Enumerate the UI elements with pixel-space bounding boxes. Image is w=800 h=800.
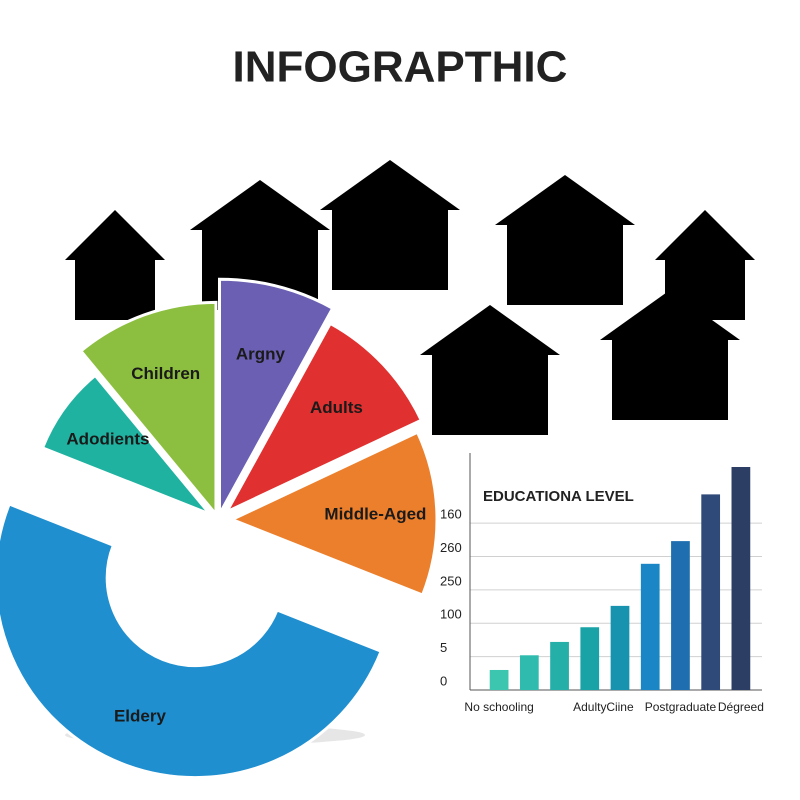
- bar: [550, 641, 569, 690]
- bar: [489, 669, 509, 690]
- bar: [731, 467, 751, 690]
- pie-slice: [78, 300, 218, 519]
- house: [420, 305, 560, 435]
- pie-slice: [0, 502, 384, 780]
- bar: [701, 494, 721, 690]
- x-tick-label: Postgraduate: [645, 700, 717, 714]
- chart-title: INFOGRAPTHIC: [233, 43, 568, 92]
- pie-slice: [228, 430, 439, 597]
- pie-slice: [217, 277, 335, 515]
- x-tick-label: Dégreed: [718, 700, 764, 714]
- y-tick-label: 260: [440, 540, 462, 555]
- bar: [519, 655, 539, 690]
- slice-label: Argny: [236, 344, 286, 363]
- x-tick-label: No schooling: [464, 700, 533, 714]
- y-tick-label: 160: [440, 507, 462, 522]
- bar: [580, 627, 600, 690]
- house: [320, 160, 460, 290]
- x-tick-label: Adulty: [573, 700, 606, 714]
- slice-label: Children: [131, 364, 200, 383]
- y-tick-label: 0: [440, 673, 447, 688]
- bar-chart-title: EDUCATIONA LEVEL: [483, 488, 634, 505]
- y-tick-label: 100: [440, 607, 462, 622]
- house: [65, 210, 165, 320]
- bar: [610, 605, 630, 690]
- slice-label: Adodients: [66, 430, 149, 449]
- bar: [671, 541, 690, 690]
- slice-label: Eldery: [114, 707, 167, 726]
- pie-slice: [223, 321, 424, 516]
- y-tick-label: 250: [440, 573, 462, 588]
- slice-label: Middle-Aged: [324, 505, 426, 524]
- pie-slice: [40, 373, 212, 516]
- slice-label: Adults: [310, 398, 363, 417]
- house: [495, 175, 635, 305]
- bar: [640, 563, 660, 690]
- y-tick-label: 5: [440, 640, 447, 655]
- x-tick-label: Ciine: [606, 700, 634, 714]
